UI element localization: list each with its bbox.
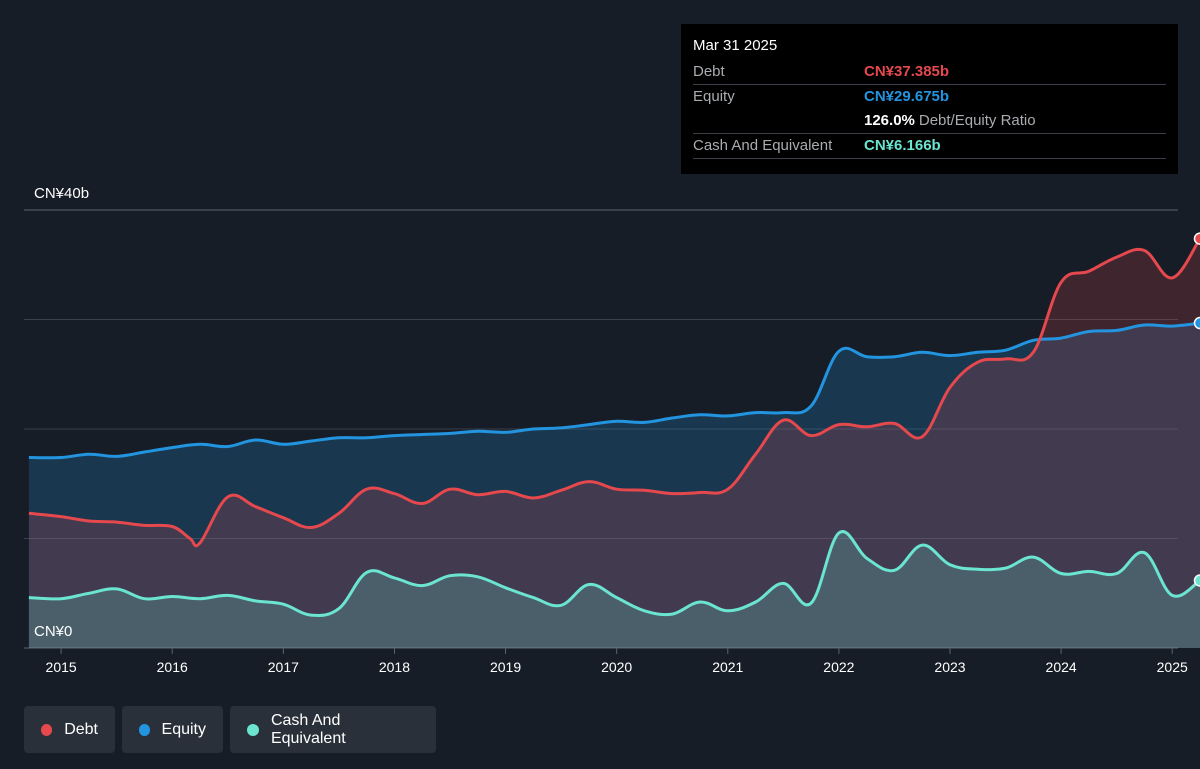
chart-legend: Debt Equity Cash And Equivalent: [24, 706, 436, 753]
legend-equity-label: Equity: [161, 720, 206, 738]
x-tick-label: 2024: [1046, 659, 1077, 675]
cash-line: [28, 529, 1200, 618]
tooltip-debt-value: CN¥37.385b: [864, 63, 950, 80]
x-tick-label: 2022: [823, 659, 854, 675]
equity-area: [28, 323, 1200, 648]
x-tick-label: 2015: [46, 659, 77, 675]
equity-line: [28, 321, 1200, 460]
y-axis-top-label: CN¥40b: [34, 185, 89, 202]
tooltip-ratio-label: Debt/Equity Ratio: [918, 112, 1036, 129]
x-tick-label: 2017: [268, 659, 299, 675]
debt-dot-icon: [41, 723, 53, 736]
equity-end-marker[interactable]: [1193, 316, 1200, 330]
data-tooltip: Mar 31 2025 Debt CN¥37.385b Equity CN¥29…: [681, 24, 1178, 174]
cash-end-marker[interactable]: [1193, 574, 1200, 587]
series-lines: [28, 237, 1200, 618]
debt-equity-chart: 2015 2016 2017 2018 2019 2020 2021 2022 2023 2024…: [24, 185, 1200, 675]
gridlines: [24, 209, 1178, 649]
x-tick-label: 2023: [934, 659, 965, 675]
debt-end-marker[interactable]: [1193, 232, 1200, 245]
x-tick-label: 2016: [157, 659, 188, 675]
tooltip-ratio-spacer: [693, 109, 864, 133]
legend-item-debt[interactable]: Debt: [24, 706, 115, 753]
x-tick-label: 2021: [712, 659, 743, 675]
equity-dot-icon: [139, 723, 150, 736]
tooltip-debt-row: Debt CN¥37.385b: [693, 60, 1166, 85]
tooltip-cash-value: CN¥6.166b: [864, 137, 941, 154]
tooltip-equity-value: CN¥29.675b: [864, 88, 950, 105]
tooltip-cash-row: Cash And Equivalent CN¥6.166b: [693, 134, 1166, 159]
end-markers: [1193, 232, 1200, 587]
legend-item-equity[interactable]: Equity: [122, 706, 223, 753]
legend-debt-label: Debt: [64, 720, 98, 738]
tooltip-date: Mar 31 2025: [693, 37, 778, 54]
x-tick-label: 2018: [379, 659, 410, 675]
x-tick-label: 2020: [601, 659, 632, 675]
cash-dot-icon: [247, 723, 259, 736]
debt-area: [28, 238, 1200, 648]
tooltip-cash-label: Cash And Equivalent: [693, 137, 833, 154]
tooltip-debt-label: Debt: [693, 63, 725, 80]
x-tick-label: 2019: [490, 659, 521, 675]
x-axis-ticks: 2015 2016 2017 2018 2019 2020 2021 2022 2023 2024…: [46, 648, 1188, 675]
tooltip-ratio-row: 126.0% Debt/Equity Ratio: [693, 109, 1166, 134]
x-tick-label: 2025: [1157, 659, 1188, 675]
tooltip-equity-row: Equity CN¥29.675b: [693, 85, 1166, 109]
tooltip-ratio-value: 126.0%: [864, 112, 915, 129]
debt-line: [28, 237, 1200, 548]
legend-cash-label: Cash And Equivalent: [270, 711, 346, 747]
y-axis-bottom-label: CN¥0: [34, 623, 72, 640]
legend-item-cash[interactable]: Cash And Equivalent: [230, 706, 436, 753]
tooltip-equity-label: Equity: [693, 88, 735, 105]
